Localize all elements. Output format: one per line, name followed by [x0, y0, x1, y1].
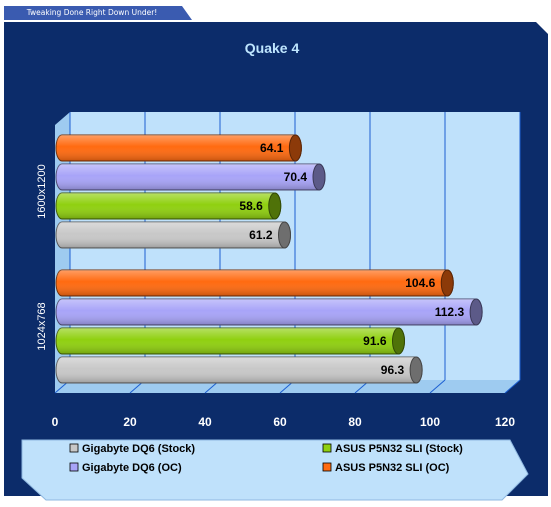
- legend-label: ASUS P5N32 SLI (Stock): [335, 443, 463, 455]
- legend-box: [21, 439, 529, 501]
- legend: Gigabyte DQ6 (Stock) ASUS P5N32 SLI (Stoc…: [69, 443, 463, 474]
- category-label: 1600x1200: [36, 164, 48, 218]
- tagline-tab: [4, 6, 192, 20]
- legend-swatch: [322, 443, 332, 453]
- bars: [55, 134, 483, 384]
- bar: [55, 269, 454, 297]
- value-labels: 64.1 70.4 58.6 61.2 104.6 112.3 91.6 96.3: [239, 141, 464, 377]
- x-tick-label: 60: [273, 415, 287, 429]
- value-label: 112.3: [435, 305, 465, 319]
- x-axis-ticks: 0 20 40 60 80 100 120: [52, 415, 516, 429]
- x-tick-label: 0: [52, 415, 59, 429]
- legend-label: Gigabyte DQ6 (OC): [82, 462, 182, 474]
- bar: [55, 192, 282, 220]
- category-labels: 1600x1200 1024x768: [36, 164, 48, 350]
- legend-label: ASUS P5N32 SLI (OC): [335, 462, 450, 474]
- bar: [55, 298, 483, 326]
- x-tick-label: 80: [348, 415, 362, 429]
- x-tick-label: 120: [495, 415, 515, 429]
- legend-item: ASUS P5N32 SLI (Stock): [322, 443, 463, 455]
- value-label: 91.6: [363, 334, 387, 348]
- legend-swatch: [322, 462, 332, 472]
- legend-swatch: [69, 462, 79, 472]
- tagline: Tweaking Done Right Down Under!: [26, 8, 158, 17]
- value-label: 61.2: [249, 228, 273, 242]
- chart-title: Quake 4: [245, 40, 300, 56]
- x-tick-label: 40: [198, 415, 212, 429]
- legend-swatch: [69, 443, 79, 453]
- category-label: 1024x768: [36, 302, 48, 350]
- value-label: 64.1: [260, 141, 284, 155]
- value-label: 58.6: [239, 199, 263, 213]
- value-label: 70.4: [284, 170, 308, 184]
- grid-line-floor: [429, 379, 446, 394]
- legend-item: Gigabyte DQ6 (Stock): [69, 443, 195, 455]
- legend-label: Gigabyte DQ6 (Stock): [82, 443, 195, 455]
- legend-item: ASUS P5N32 SLI (OC): [322, 462, 450, 474]
- x-tick-label: 100: [420, 415, 440, 429]
- legend-item: Gigabyte DQ6 (OC): [69, 462, 182, 474]
- bar: [55, 134, 302, 162]
- bar: [55, 356, 423, 384]
- bar: [55, 327, 405, 355]
- value-label: 96.3: [381, 363, 405, 377]
- value-label: 104.6: [405, 276, 435, 290]
- grid-line-floor: [504, 379, 521, 394]
- bar: [55, 163, 326, 191]
- x-tick-label: 20: [123, 415, 137, 429]
- bar: [55, 221, 291, 249]
